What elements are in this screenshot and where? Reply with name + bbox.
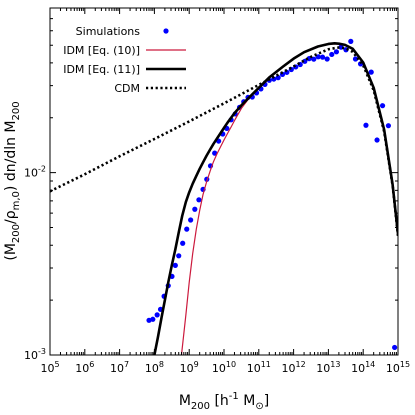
data-point <box>329 51 335 58</box>
legend-label: CDM <box>114 82 140 95</box>
data-point <box>188 217 194 223</box>
legend-item-cdm: CDM <box>114 82 186 95</box>
data-point <box>196 197 202 203</box>
x-tick-label: 106 <box>75 360 94 375</box>
data-point <box>324 56 330 62</box>
series-line-idm-eq-10 <box>180 43 398 355</box>
data-point <box>172 262 178 269</box>
x-tick-label: 109 <box>180 360 199 375</box>
data-point <box>212 150 218 156</box>
legend-swatch <box>163 28 169 34</box>
x-axis-label: M200 [h-1 M⊙] <box>179 391 269 412</box>
y-tick-label: 10-3 <box>24 347 46 362</box>
plot-frame <box>49 7 399 356</box>
x-tick-label: 105 <box>40 360 59 375</box>
data-point <box>385 123 391 129</box>
legend: Simulations IDM [Eq. (10)] IDM [Eq. (11)] C… <box>63 25 186 95</box>
legend-label: IDM [Eq. (10)] <box>63 44 140 57</box>
data-point <box>180 240 186 246</box>
y-tick-label: 10-2 <box>24 165 46 180</box>
x-tick-label: 107 <box>110 360 129 375</box>
data-point <box>379 103 386 109</box>
y-axis-label: (M200/ρm,0) dn/dln M200 <box>3 101 22 260</box>
x-tick-label: 1014 <box>351 360 375 375</box>
series-line-cdm <box>50 46 398 237</box>
data-point <box>363 122 369 128</box>
data-point <box>311 56 317 62</box>
legend-item-idm-eq-11: IDM [Eq. (11)] <box>63 63 186 76</box>
data-point <box>184 226 190 232</box>
data-point <box>302 58 308 64</box>
tick-layer: 105 106 107 108 109 1010 1011 1012 1013 1014 1015 1… <box>24 7 410 375</box>
data-point <box>192 206 198 212</box>
data-point <box>333 49 340 55</box>
data-point <box>348 38 354 44</box>
data-point <box>352 56 359 62</box>
data-point <box>368 69 374 75</box>
data-point <box>275 75 281 81</box>
minor-ticks <box>50 7 398 355</box>
x-tick-label: 1011 <box>247 360 271 375</box>
data-point <box>374 137 380 143</box>
x-tick-label: 1013 <box>316 360 340 375</box>
data-point <box>150 316 156 322</box>
x-tick-label: 1015 <box>386 360 410 375</box>
series-layer <box>50 38 398 355</box>
legend-item-simulations: Simulations <box>76 25 169 38</box>
x-tick-label: 1010 <box>212 360 236 375</box>
x-tick-label: 1012 <box>282 360 306 375</box>
series-line-idm-eq-11 <box>153 42 398 355</box>
legend-label: IDM [Eq. (11)] <box>63 63 140 76</box>
legend-label: Simulations <box>76 25 141 38</box>
legend-item-idm-eq-10: IDM [Eq. (10)] <box>63 44 186 57</box>
data-point <box>392 344 398 351</box>
data-point <box>176 253 182 259</box>
major-ticks <box>49 8 399 356</box>
x-tick-label: 108 <box>145 360 164 375</box>
data-point <box>319 54 326 60</box>
series-points-simulations <box>146 38 398 351</box>
data-point <box>154 312 160 318</box>
